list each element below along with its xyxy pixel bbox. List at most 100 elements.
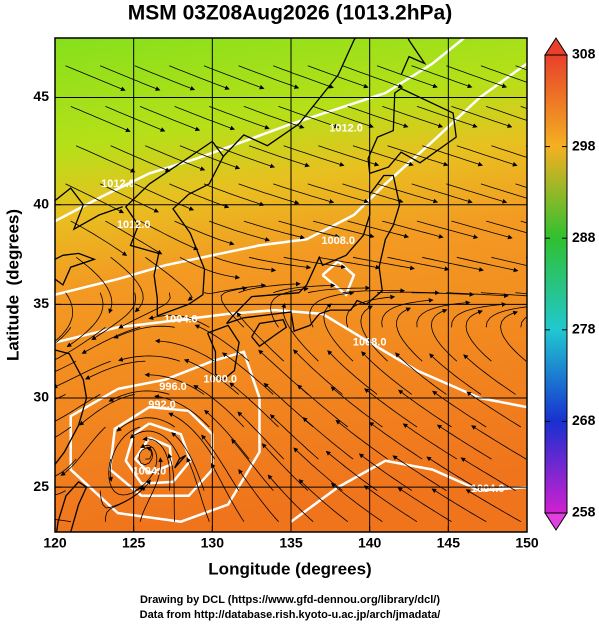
streamline [169,183,230,209]
streamline [113,325,175,339]
streamline [209,220,271,242]
streamline [79,394,135,426]
streamline [346,294,396,328]
streamline [116,417,175,432]
streamline [203,65,265,90]
streamline [411,65,473,89]
streamline [238,469,279,522]
streamline [480,292,527,297]
streamline [358,453,413,491]
streamline [327,350,378,395]
streamline [249,256,312,270]
streamline [387,256,450,272]
y-axis-label: Latitude (degrees) [3,209,22,361]
streamline [451,220,513,240]
streamline [65,65,126,91]
streamline [154,338,215,362]
streamline [134,443,158,491]
streamline [168,412,215,460]
streamline [368,421,423,460]
streamline [456,145,518,167]
streamline [395,352,447,395]
y-tick-label: 25 [33,478,49,494]
streamline [491,256,527,267]
streamline [446,183,508,204]
streamline [312,106,374,129]
streamline [179,256,241,280]
streamline [283,145,345,167]
streamline [364,388,418,428]
streamline [273,183,335,204]
streamline [342,288,406,294]
streamline [382,220,444,239]
streamline [148,314,210,328]
streamline [485,306,527,328]
streamline [243,106,305,129]
streamline [312,220,375,239]
x-tick-label: 120 [43,535,67,551]
pressure-contour [55,38,465,223]
streamline [129,430,181,460]
streamline [376,65,438,89]
pressure-contour [321,259,356,297]
streamline [416,220,479,239]
streamline [302,417,354,460]
streamline [269,414,319,460]
colorbar-tick-label: 278 [572,321,596,337]
streamline [145,145,206,171]
streamline [138,446,154,466]
pressure-contour [124,422,192,485]
colorbar-max [544,37,568,56]
streamline [456,256,519,273]
streamline [323,303,354,362]
x-axis-label: Longitude (degrees) [208,559,371,578]
streamline [515,183,527,188]
streamline [231,438,274,491]
streamline [110,145,171,172]
streamline [209,106,270,130]
streamline [204,409,250,460]
streamline [270,286,309,328]
streamline [55,292,74,342]
streamline [465,489,522,523]
streamline [243,220,306,240]
streamline [193,385,245,428]
streamline [347,106,409,128]
streamline [238,281,301,294]
streamline [134,183,195,211]
x-tick-label: 125 [122,535,146,551]
streamline [248,145,310,168]
streamline [460,457,516,491]
streamline [451,106,513,128]
y-tick-label: 30 [33,389,49,405]
streamline [75,145,136,173]
coastline [222,38,357,157]
streamline [75,256,113,314]
streamline [139,220,199,251]
streamline [183,359,239,395]
streamline [392,455,447,491]
streamline [330,482,383,523]
streamline [81,326,141,354]
contour-label: 1012.0 [101,178,135,190]
contour-label: 1000.0 [203,374,237,386]
streamline [60,426,106,476]
streamline [429,353,482,395]
coastline [55,187,123,231]
colorbar-tick-label: 298 [572,137,596,153]
streamline [309,290,355,328]
streamline [55,360,77,372]
streamline [342,183,404,204]
streamline [105,106,166,132]
streamline [281,302,319,362]
streamline [486,220,527,234]
streamline [203,183,265,207]
footer-line: Drawing by DCL (https://www.gfd-dennou.o… [140,594,440,606]
contour-label: 992.0 [148,399,176,411]
streamline [55,360,111,389]
coastline [207,324,240,381]
streamline [283,256,346,270]
streamline [307,65,369,89]
streamline [422,145,484,167]
